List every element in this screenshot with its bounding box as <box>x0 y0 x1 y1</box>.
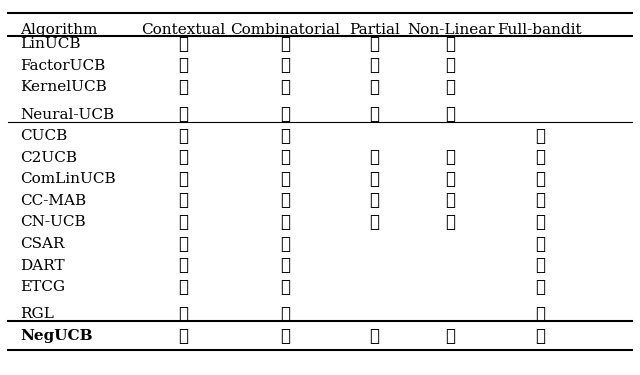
Text: DART: DART <box>20 259 65 273</box>
Text: ✗: ✗ <box>369 214 379 231</box>
Text: ✗: ✗ <box>535 192 545 209</box>
Text: ✓: ✓ <box>280 149 290 166</box>
Text: NegUCB: NegUCB <box>20 329 93 343</box>
Text: ✗: ✗ <box>535 171 545 188</box>
Text: ✓: ✓ <box>280 257 290 274</box>
Text: ✓: ✓ <box>445 192 456 209</box>
Text: CSAR: CSAR <box>20 237 65 251</box>
Text: ✓: ✓ <box>178 57 188 74</box>
Text: ✓: ✓ <box>369 57 379 74</box>
Text: Full-bandit: Full-bandit <box>497 23 582 38</box>
Text: CUCB: CUCB <box>20 129 68 143</box>
Text: ✓: ✓ <box>535 306 545 323</box>
Text: ✗: ✗ <box>369 79 379 96</box>
Text: ✗: ✗ <box>369 171 379 188</box>
Text: ✗: ✗ <box>178 257 188 274</box>
Text: KernelUCB: KernelUCB <box>20 80 108 94</box>
Text: RGL: RGL <box>20 308 54 321</box>
Text: ✗: ✗ <box>535 149 545 166</box>
Text: ✗: ✗ <box>535 214 545 231</box>
Text: ✗: ✗ <box>535 128 545 145</box>
Text: ✗: ✗ <box>445 149 456 166</box>
Text: ✗: ✗ <box>280 57 290 74</box>
Text: ✗: ✗ <box>178 236 188 253</box>
Text: ✓: ✓ <box>280 192 290 209</box>
Text: ✓: ✓ <box>280 279 290 296</box>
Text: ✓: ✓ <box>280 171 290 188</box>
Text: ✓: ✓ <box>178 327 188 345</box>
Text: ✓: ✓ <box>445 214 456 231</box>
Text: ✗: ✗ <box>369 149 379 166</box>
Text: ✓: ✓ <box>280 214 290 231</box>
Text: LinUCB: LinUCB <box>20 37 81 51</box>
Text: ETCG: ETCG <box>20 280 66 294</box>
Text: ✗: ✗ <box>369 192 379 209</box>
Text: ✗: ✗ <box>369 106 379 123</box>
Text: ✓: ✓ <box>280 236 290 253</box>
Text: ✓: ✓ <box>535 257 545 274</box>
Text: ✓: ✓ <box>280 306 290 323</box>
Text: ✓: ✓ <box>178 106 188 123</box>
Text: ✓: ✓ <box>178 36 188 53</box>
Text: ✓: ✓ <box>178 214 188 231</box>
Text: ✓: ✓ <box>535 279 545 296</box>
Text: ✓: ✓ <box>178 192 188 209</box>
Text: ✓: ✓ <box>445 79 456 96</box>
Text: CC-MAB: CC-MAB <box>20 194 86 208</box>
Text: ✗: ✗ <box>369 36 379 53</box>
Text: Contextual: Contextual <box>141 23 225 38</box>
Text: ✗: ✗ <box>178 128 188 145</box>
Text: ✗: ✗ <box>445 171 456 188</box>
Text: ✓: ✓ <box>535 236 545 253</box>
Text: ✗: ✗ <box>280 36 290 53</box>
Text: ✓: ✓ <box>178 149 188 166</box>
Text: Neural-UCB: Neural-UCB <box>20 108 115 122</box>
Text: Partial: Partial <box>349 23 399 38</box>
Text: CN-UCB: CN-UCB <box>20 216 86 229</box>
Text: ✗: ✗ <box>280 79 290 96</box>
Text: ✓: ✓ <box>535 327 545 345</box>
Text: FactorUCB: FactorUCB <box>20 59 106 73</box>
Text: ✗: ✗ <box>178 279 188 296</box>
Text: ✗: ✗ <box>178 306 188 323</box>
Text: ✗: ✗ <box>445 57 456 74</box>
Text: ✗: ✗ <box>445 36 456 53</box>
Text: Non-Linear: Non-Linear <box>407 23 495 38</box>
Text: ✓: ✓ <box>280 128 290 145</box>
Text: ✓: ✓ <box>280 327 290 345</box>
Text: C2UCB: C2UCB <box>20 151 77 165</box>
Text: ✓: ✓ <box>445 327 456 345</box>
Text: ✓: ✓ <box>178 79 188 96</box>
Text: ✓: ✓ <box>178 171 188 188</box>
Text: Algorithm: Algorithm <box>20 23 98 38</box>
Text: ✗: ✗ <box>280 106 290 123</box>
Text: ✓: ✓ <box>445 106 456 123</box>
Text: Combinatorial: Combinatorial <box>230 23 340 38</box>
Text: ComLinUCB: ComLinUCB <box>20 172 116 186</box>
Text: ✓: ✓ <box>369 327 379 345</box>
